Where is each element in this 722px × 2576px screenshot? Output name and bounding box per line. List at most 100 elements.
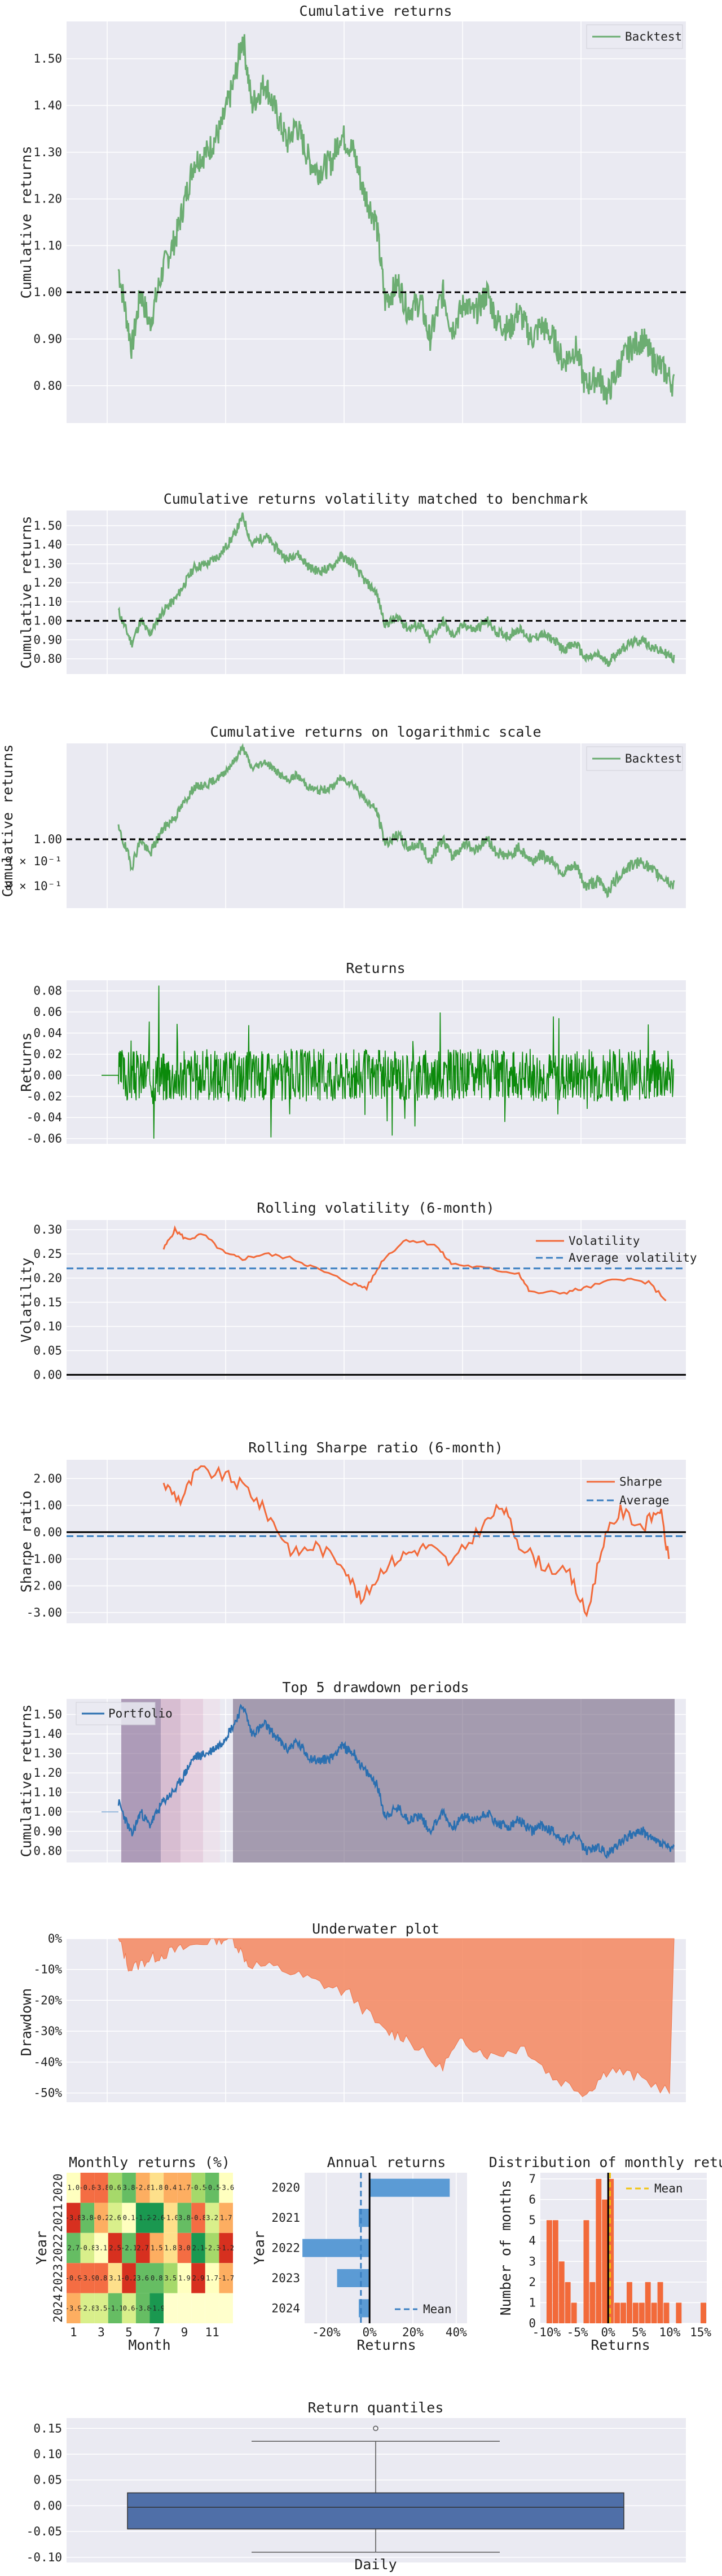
y-axis-label: Cumulative returns	[0, 745, 16, 897]
heatmap-cell	[149, 2173, 164, 2203]
heatmap-cell	[122, 2232, 136, 2264]
y-tick-label: 1.00	[33, 1499, 62, 1512]
heatmap-value: -0.8	[79, 2184, 95, 2192]
y-tick-label: 0	[529, 2317, 536, 2330]
x-tick-label: 1	[70, 2326, 77, 2339]
heatmap-cell	[80, 2263, 95, 2293]
y-tick-label: -30%	[33, 2024, 62, 2038]
legend-label: Average	[619, 1494, 670, 1507]
heatmap-value: -0.2	[93, 2214, 109, 2222]
heatmap-value: -2.8	[79, 2304, 95, 2312]
outlier-point	[373, 2425, 378, 2432]
heatmap-value: 1.7	[206, 2274, 218, 2282]
heatmap-value: 3.5	[95, 2304, 108, 2312]
heatmap-value: 2.7	[137, 2244, 149, 2252]
drawdown-span	[233, 1699, 675, 1862]
y-tick-label: -0.05	[27, 2525, 62, 2538]
x-axis-label: Month	[128, 2337, 170, 2353]
y-tick-label: 0.15	[33, 1296, 62, 1309]
x-tick-label: 5%	[632, 2326, 646, 2339]
backtest-line	[117, 34, 675, 405]
x-tick-label: -5%	[567, 2326, 588, 2339]
annual-bar	[369, 2178, 450, 2197]
chart-title: Cumulative returns volatility matched to…	[164, 491, 588, 507]
y-axis-label: Returns	[18, 1032, 34, 1091]
heatmap-value: 0.4	[165, 2184, 177, 2192]
chart-title: Annual returns	[327, 2154, 446, 2170]
heatmap-cell	[94, 2293, 108, 2323]
y-tick-label: 0.02	[33, 1047, 62, 1061]
y-tick-label: 1.20	[33, 1766, 62, 1780]
y-tick-label: 0.00	[33, 1525, 62, 1539]
y-tick-label: 0.08	[33, 984, 62, 998]
histogram-bar	[657, 2282, 663, 2323]
y-tick-label: -0.10	[27, 2551, 62, 2564]
x-tick-label: 10%	[659, 2326, 680, 2339]
x-tick-label: 20%	[402, 2326, 424, 2339]
y-tick-label: 0.00	[33, 1068, 62, 1082]
heatmap-cell	[80, 2232, 95, 2264]
heatmap-cell	[219, 2263, 233, 2293]
heatmap-value: -2.6	[148, 2214, 165, 2222]
histogram-bar	[608, 2178, 614, 2323]
y-tick-label: -1.00	[27, 1552, 62, 1566]
y-tick-label: 1.10	[33, 239, 62, 252]
heatmap-value: 0.1	[123, 2214, 135, 2222]
y-tick-label: 1.20	[33, 192, 62, 206]
y-tick-label: -10%	[33, 1963, 62, 1976]
x-tick-label: 15%	[690, 2326, 711, 2339]
chart-title: Returns	[346, 960, 405, 976]
y-tick-label: 0.05	[33, 1344, 62, 1358]
y-tick-label: -50%	[33, 2086, 62, 2100]
heatmap-cell	[205, 2173, 219, 2203]
heatmap-cell	[219, 2203, 233, 2233]
heatmap-cell	[122, 2263, 136, 2293]
heatmap-cell	[177, 2173, 192, 2203]
heatmap-cell	[205, 2293, 219, 2323]
heatmap-value: -0.8	[190, 2214, 206, 2222]
y-tick-label: 0.80	[33, 1844, 62, 1857]
heatmap-cell	[122, 2173, 136, 2203]
y-tick-label: 2023	[51, 2264, 65, 2293]
heatmap-cell	[108, 2232, 122, 2264]
heatmap-cell	[67, 2232, 81, 2264]
y-tick-label: -0.02	[27, 1090, 62, 1103]
y-tick-label: -2.00	[27, 1579, 62, 1592]
x-tick-label: 3	[98, 2326, 105, 2339]
y-tick-label: 2024	[271, 2301, 300, 2315]
chart-title: Monthly returns (%)	[69, 2154, 230, 2170]
histogram-bar	[596, 2178, 602, 2323]
y-tick-label: 8 × 10⁻¹	[5, 879, 62, 893]
heatmap-cell	[67, 2293, 81, 2323]
backtest-line	[117, 743, 675, 899]
histogram-bar	[589, 2282, 596, 2323]
heatmap-value: 1.8	[151, 2184, 163, 2192]
x-tick-label: 7	[153, 2326, 160, 2339]
heatmap-cell	[135, 2203, 150, 2233]
y-tick-label: 0.80	[33, 379, 62, 393]
y-tick-label: 0.90	[33, 633, 62, 646]
histogram-bar	[558, 2261, 565, 2323]
heatmap-value: -1.1	[107, 2304, 124, 2312]
chart-title: Rolling Sharpe ratio (6-month)	[248, 1439, 503, 1456]
y-axis-label: Cumulative returns	[18, 516, 34, 669]
y-tick-label: 2022	[51, 2234, 65, 2262]
heatmap-value: -0.8	[79, 2244, 95, 2252]
heatmap-cell	[80, 2173, 95, 2203]
y-tick-label: 1	[529, 2296, 536, 2309]
y-tick-label: 2021	[51, 2204, 65, 2232]
y-tick-label: -40%	[33, 2055, 62, 2069]
rolling-volatility-plot-area	[67, 1220, 686, 1380]
heatmap-cell	[177, 2293, 192, 2323]
heatmap-value: -0.5	[204, 2184, 221, 2192]
y-tick-label: 1.20	[33, 576, 62, 589]
y-tick-label: -0.06	[27, 1132, 62, 1146]
heatmap-value: -0.5	[190, 2184, 206, 2192]
annual-bar	[302, 2239, 370, 2257]
x-tick-label: 0%	[601, 2326, 616, 2339]
chart-title: Top 5 drawdown periods	[282, 1679, 469, 1696]
y-tick-label: 2020	[271, 2181, 300, 2195]
annual-bar	[337, 2269, 370, 2287]
histogram-bar	[645, 2282, 651, 2323]
histogram-bar	[546, 2220, 552, 2323]
